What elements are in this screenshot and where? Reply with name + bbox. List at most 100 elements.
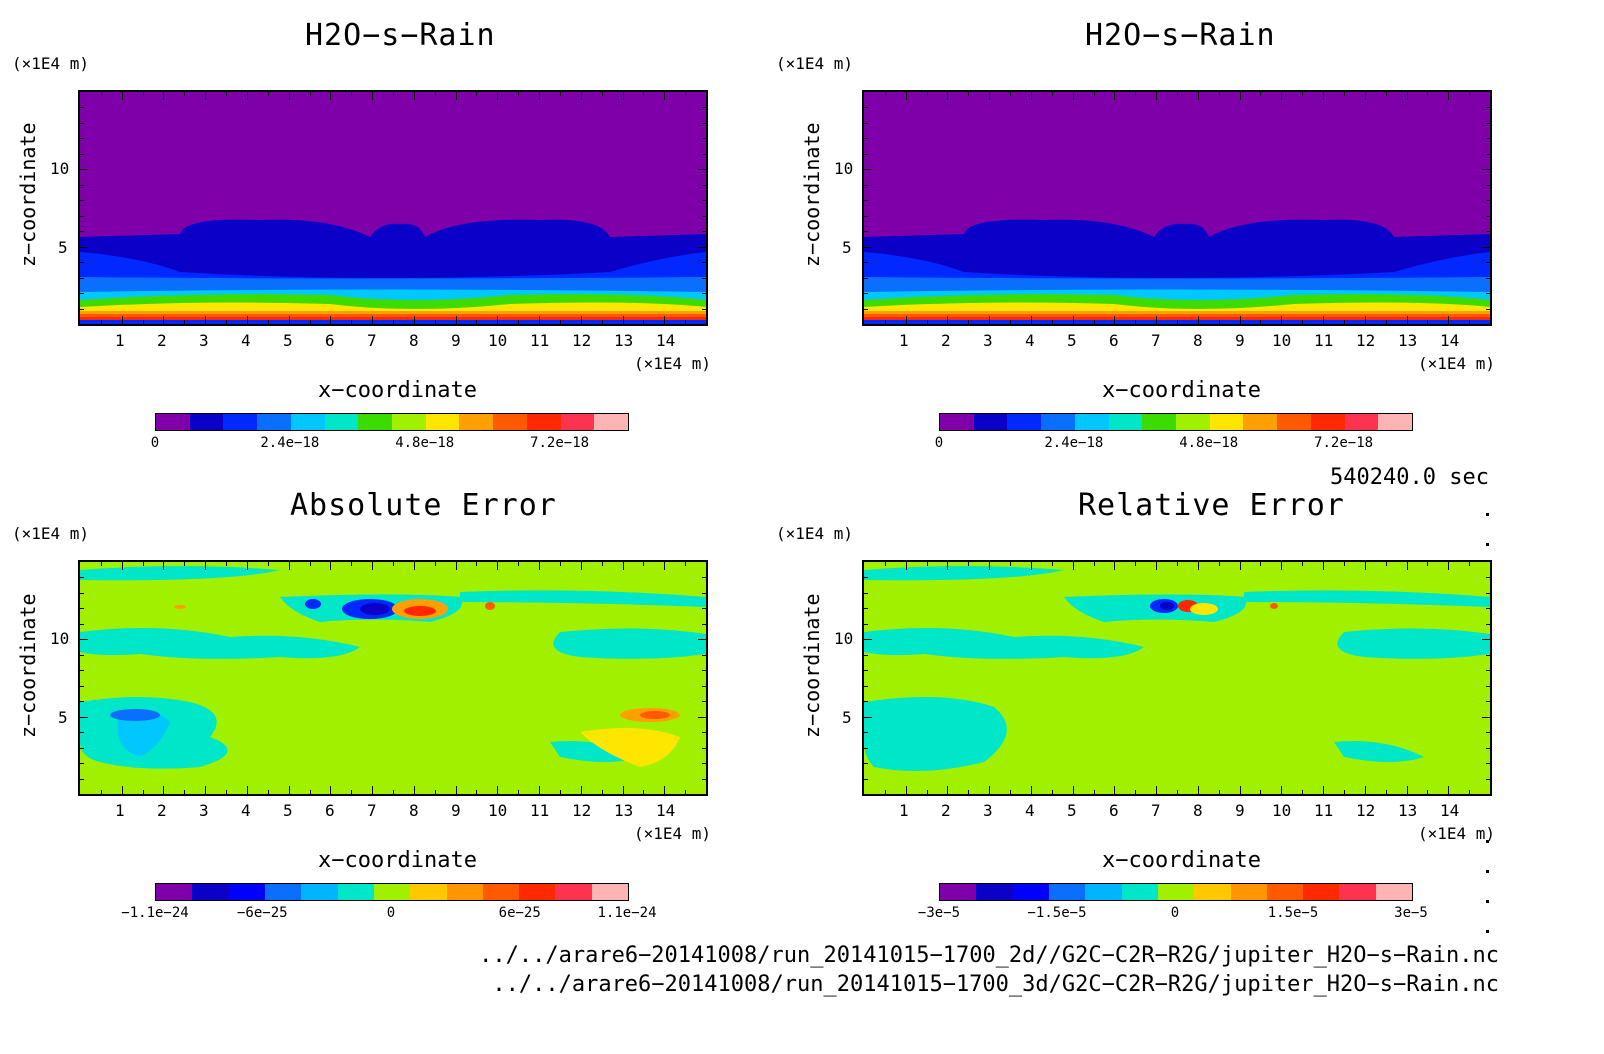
x-tick-mark bbox=[1469, 92, 1471, 96]
colorbar-swatch bbox=[257, 414, 291, 430]
x-tick-mark bbox=[664, 562, 666, 570]
x-tick-mark bbox=[905, 562, 907, 570]
x-axis-label: x−coordinate bbox=[318, 848, 477, 873]
x-tick-mark bbox=[1093, 320, 1095, 324]
y-tick-mark bbox=[80, 308, 84, 310]
file-path-3d: ../../arare6−20141008/run_20141015−1700_… bbox=[492, 972, 1499, 997]
x-tick-label: 1 bbox=[899, 801, 909, 820]
y-tick-mark bbox=[864, 747, 868, 749]
x-tick-mark bbox=[1197, 316, 1199, 324]
field-band-9 bbox=[80, 314, 706, 317]
y-tick-mark bbox=[702, 763, 706, 765]
x-tick-label: 1 bbox=[115, 331, 125, 350]
x-tick-mark bbox=[372, 562, 374, 570]
x-tick-mark bbox=[1010, 790, 1012, 794]
x-tick-mark bbox=[601, 562, 603, 566]
y-tick-mark bbox=[864, 308, 868, 310]
colorbar-swatch bbox=[940, 884, 977, 900]
x-tick-mark bbox=[246, 562, 248, 570]
x-tick-mark bbox=[309, 92, 311, 96]
y-tick-mark bbox=[702, 608, 706, 610]
x-tick-mark bbox=[163, 786, 165, 794]
x-tick-label: 3 bbox=[983, 801, 993, 820]
x-tick-mark bbox=[1323, 562, 1325, 570]
x-tick-mark bbox=[1364, 786, 1366, 794]
y-tick-mark bbox=[702, 747, 706, 749]
colorbar-label: −1.5e−5 bbox=[1027, 905, 1087, 921]
x-tick-mark bbox=[184, 92, 186, 96]
x-tick-mark bbox=[121, 92, 123, 100]
y-tick-mark bbox=[864, 654, 868, 656]
x-tick-mark bbox=[622, 786, 624, 794]
x-tick-label: 11 bbox=[530, 331, 550, 350]
colorbar-swatch bbox=[1176, 414, 1210, 430]
y-tick-mark bbox=[80, 747, 84, 749]
colorbar-label: 4.8e−18 bbox=[1179, 435, 1239, 451]
field-band-9 bbox=[864, 314, 1490, 317]
x-tick-mark bbox=[226, 320, 228, 324]
x-tick-mark bbox=[559, 320, 561, 324]
y-tick-mark bbox=[80, 231, 84, 233]
colorbar-swatch bbox=[594, 414, 629, 430]
x-tick-mark bbox=[205, 92, 207, 100]
y-tick-mark bbox=[80, 778, 84, 780]
y-axis-label: z−coordinate bbox=[16, 122, 40, 268]
x-tick-mark bbox=[184, 320, 186, 324]
field-band-8 bbox=[864, 311, 1490, 314]
x-tick-mark bbox=[393, 92, 394, 96]
x-tick-mark bbox=[393, 320, 394, 324]
colorbar bbox=[155, 883, 629, 901]
x-tick-mark bbox=[1260, 562, 1262, 566]
x-tick-mark bbox=[246, 786, 248, 794]
x-tick-mark bbox=[476, 320, 478, 324]
y-tick-mark bbox=[702, 231, 706, 233]
x-tick-mark bbox=[1030, 562, 1032, 570]
x-tick-mark bbox=[1010, 320, 1012, 324]
colorbar-swatch bbox=[1209, 414, 1244, 430]
x-tick-mark bbox=[1302, 562, 1304, 566]
x-tick-label: 9 bbox=[1235, 801, 1245, 820]
x-tick-mark bbox=[226, 790, 228, 794]
y-tick-mark bbox=[702, 200, 706, 202]
y-tick-10: 10 bbox=[50, 629, 70, 648]
x-tick-mark bbox=[1093, 562, 1095, 566]
y-tick-mark bbox=[80, 685, 84, 687]
x-tick-mark bbox=[309, 320, 311, 324]
y-tick-mark bbox=[864, 685, 868, 687]
x-tick-mark bbox=[372, 92, 374, 100]
field-blob-2 bbox=[553, 628, 706, 659]
y-tick-mark bbox=[864, 608, 868, 610]
y-tick-mark bbox=[1486, 153, 1490, 155]
y-tick-mark bbox=[864, 231, 868, 233]
y-tick-mark bbox=[80, 262, 84, 264]
x-tick-mark bbox=[685, 790, 687, 794]
x-tick-label: 13 bbox=[614, 331, 634, 350]
x-tick-label: 9 bbox=[1235, 331, 1245, 350]
y-tick-mark bbox=[864, 107, 868, 109]
x-tick-label: 7 bbox=[1151, 801, 1161, 820]
x-tick-label: 6 bbox=[1109, 801, 1119, 820]
y-axis-label: z−coordinate bbox=[800, 593, 824, 739]
x-tick-mark bbox=[926, 562, 928, 566]
x-tick-mark bbox=[1072, 92, 1074, 100]
x-tick-mark bbox=[518, 320, 520, 324]
x-unit-label: (×1E4 m) bbox=[634, 824, 712, 843]
colorbar-swatch bbox=[976, 884, 1013, 900]
colorbar-swatch bbox=[290, 414, 325, 430]
marker-dot bbox=[1486, 513, 1489, 516]
x-tick-mark bbox=[184, 562, 186, 566]
y-tick-mark bbox=[1486, 138, 1490, 140]
x-tick-mark bbox=[1281, 316, 1283, 324]
colorbar-label: 0 bbox=[150, 435, 160, 451]
x-tick-mark bbox=[1448, 562, 1450, 570]
y-tick-mark bbox=[80, 200, 84, 202]
y-tick-mark bbox=[864, 246, 872, 248]
x-tick-mark bbox=[1051, 790, 1053, 794]
field-band-10 bbox=[80, 317, 706, 320]
y-tick-mark bbox=[1486, 215, 1490, 217]
x-tick-mark bbox=[685, 320, 687, 324]
x-tick-mark bbox=[1281, 786, 1283, 794]
x-tick-mark bbox=[288, 316, 290, 324]
x-tick-mark bbox=[1406, 562, 1408, 570]
x-tick-label: 10 bbox=[488, 801, 508, 820]
